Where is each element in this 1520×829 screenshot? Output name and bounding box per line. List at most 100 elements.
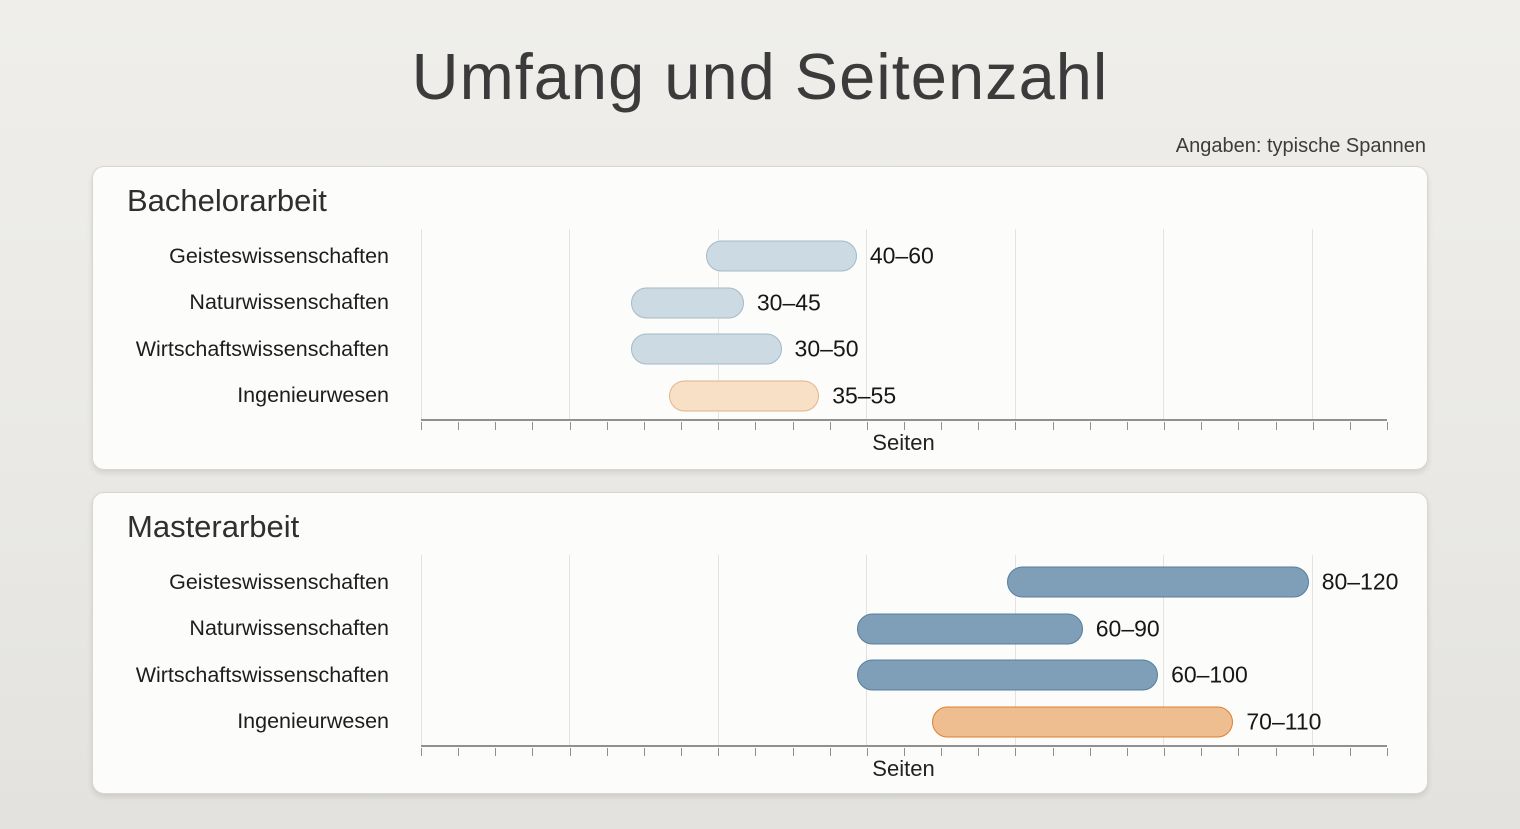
axis-tick (1052, 422, 1054, 430)
axis-tick (421, 422, 422, 430)
gridline (1163, 229, 1165, 419)
category-label: Wirtschaftswissenschaften (135, 336, 389, 361)
range-value: 70–110 (1246, 708, 1322, 735)
range-bar (706, 240, 857, 272)
chart-row: Geisteswissenschaften 80–120 (93, 559, 1398, 606)
range-value: 40–60 (869, 242, 934, 269)
axis-tick (1238, 748, 1240, 756)
axis-tick (1275, 748, 1277, 756)
chart-row: Geisteswissenschaften 40–60 (93, 233, 1384, 280)
row-plot: 60–90 (405, 606, 1384, 653)
gridline (421, 555, 422, 745)
axis-tick (681, 748, 683, 756)
axis-tick (904, 422, 905, 430)
axis-tick (681, 422, 683, 430)
panel-masterarbeit: Masterarbeit Geisteswissenschaften 80–120… (92, 492, 1428, 794)
axis-tick (1015, 422, 1017, 430)
category-label: Ingenieurwesen (237, 709, 389, 734)
axis-tick (866, 748, 868, 756)
range-bar (668, 380, 820, 412)
x-axis-label: Seiten (872, 430, 935, 455)
axis-tick (978, 422, 980, 430)
range-bar (630, 333, 782, 365)
range-bar (856, 613, 1083, 645)
axis-tick (1387, 422, 1388, 430)
axis-tick (829, 748, 831, 756)
range-bar (630, 287, 744, 319)
row-plot: 80–120 (405, 559, 1398, 606)
axis-tick (495, 748, 497, 756)
axis-tick (978, 748, 980, 756)
chart-row: Ingenieurwesen 70–110 (93, 699, 1384, 746)
axis-tick (904, 748, 905, 756)
axis-tick (1015, 748, 1017, 756)
chart-row: Wirtschaftswissenschaften 60–100 (93, 652, 1384, 699)
gridline (866, 555, 868, 745)
category-label: Geisteswissenschaften (169, 243, 389, 268)
range-bar (932, 706, 1234, 738)
axis-tick (755, 422, 757, 430)
range-value: 35–55 (832, 382, 897, 409)
gridline (866, 229, 868, 419)
panel-bachelorarbeit: Bachelorarbeit Geisteswissenschaften 40–6… (92, 166, 1428, 470)
axis-tick (643, 748, 645, 756)
axis-tick (458, 422, 460, 430)
chart-rows: Geisteswissenschaften 80–120 Naturwissensc… (93, 559, 1398, 746)
axis-tick (755, 748, 757, 756)
gridline (421, 229, 422, 419)
range-value: 60–100 (1171, 661, 1248, 688)
axis-tick (718, 748, 720, 756)
axis-tick (606, 422, 608, 430)
axis-tick (1164, 748, 1166, 756)
row-plot: 30–50 (405, 326, 1384, 373)
axis-tick (569, 748, 571, 756)
gridline (1014, 555, 1016, 745)
x-axis-label: Seiten (872, 756, 935, 781)
gridlines (421, 229, 1386, 419)
axis-tick (1089, 422, 1091, 430)
axis-tick (1126, 422, 1128, 430)
x-axis (421, 419, 1388, 430)
axis-tick (941, 422, 943, 430)
row-plot: 40–60 (405, 233, 1384, 280)
axis-tick (792, 748, 794, 756)
page-subtitle: Angaben: typische Spannen (1175, 135, 1426, 157)
gridline (717, 555, 719, 745)
axis-tick (1349, 422, 1351, 430)
chart-row: Naturwissenschaften 60–90 (93, 606, 1384, 653)
range-value: 60–90 (1095, 615, 1160, 642)
axis-tick (1312, 748, 1314, 756)
chart-row: Ingenieurwesen 35–55 (93, 373, 1384, 420)
axis-tick (1312, 422, 1314, 430)
axis-tick (941, 748, 943, 756)
axis-tick (718, 422, 720, 430)
range-bar (1007, 566, 1309, 598)
gridline (1163, 555, 1165, 745)
axis-tick (866, 422, 868, 430)
axis-tick (495, 422, 497, 430)
row-plot: 35–55 (405, 373, 1384, 420)
chart-row: Naturwissenschaften 30–45 (93, 280, 1384, 327)
x-axis (421, 745, 1388, 756)
gridline (1311, 229, 1313, 419)
gridline (569, 229, 571, 419)
range-bar (856, 659, 1159, 691)
row-plot: 60–100 (405, 652, 1384, 699)
chart-rows: Geisteswissenschaften 40–60 Naturwissensch… (93, 233, 1384, 419)
axis-tick (1275, 422, 1277, 430)
gridline (717, 229, 719, 419)
panel-title: Masterarbeit (127, 509, 300, 544)
axis-tick (532, 422, 534, 430)
gridline (569, 555, 571, 745)
axis-tick (532, 748, 534, 756)
axis-tick (1126, 748, 1128, 756)
axis-tick (1387, 748, 1388, 756)
axis-tick (1349, 748, 1351, 756)
row-plot: 30–45 (405, 280, 1384, 327)
gridline (1311, 555, 1313, 745)
axis-tick (792, 422, 794, 430)
axis-tick (1089, 748, 1091, 756)
category-label: Naturwissenschaften (189, 616, 389, 641)
axis-tick (1201, 748, 1203, 756)
page-title: Umfang und Seitenzahl (411, 40, 1109, 113)
